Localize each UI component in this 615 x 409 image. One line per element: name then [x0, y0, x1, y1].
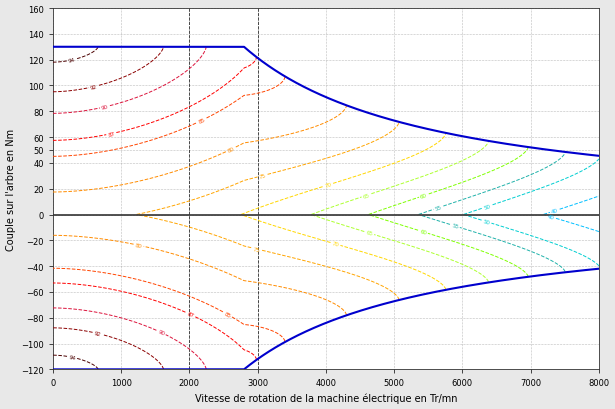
Text: 50: 50 — [483, 203, 492, 210]
Text: 87: 87 — [108, 131, 115, 137]
Text: 80: 80 — [135, 243, 143, 249]
Text: 87: 87 — [186, 311, 194, 318]
Text: 60: 60 — [420, 193, 428, 200]
Text: 70: 70 — [331, 241, 339, 248]
Text: 92: 92 — [93, 330, 101, 337]
Text: 40: 40 — [550, 208, 559, 215]
Text: 90: 90 — [157, 329, 165, 336]
Text: 60: 60 — [419, 229, 427, 236]
Text: 40: 40 — [547, 214, 555, 220]
Text: 75: 75 — [252, 246, 260, 252]
Text: 50: 50 — [482, 219, 491, 225]
Y-axis label: Couple sur l'arbre en Nm: Couple sur l'arbre en Nm — [6, 128, 15, 250]
Text: 80: 80 — [227, 146, 236, 154]
Text: 65: 65 — [365, 230, 373, 237]
Text: 65: 65 — [362, 192, 371, 199]
Text: 94: 94 — [68, 58, 76, 64]
Text: 55: 55 — [451, 223, 459, 230]
Text: 85: 85 — [197, 117, 206, 125]
Text: 70: 70 — [324, 182, 332, 189]
Text: 92: 92 — [90, 84, 98, 90]
Text: 90: 90 — [101, 104, 109, 111]
X-axis label: Vitesse de rotation de la machine électrique en Tr/mn: Vitesse de rotation de la machine électr… — [194, 393, 457, 403]
Text: 75: 75 — [258, 173, 266, 180]
Text: 94: 94 — [68, 354, 76, 361]
Text: 55: 55 — [434, 204, 443, 211]
Text: 85: 85 — [223, 311, 232, 319]
